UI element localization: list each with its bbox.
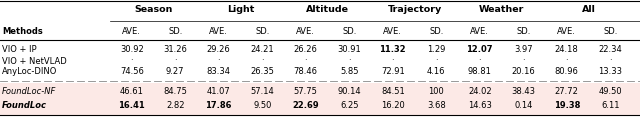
Text: 9.50: 9.50 [253,100,271,109]
Text: 57.75: 57.75 [294,88,317,97]
Text: VIO + IP: VIO + IP [2,45,36,55]
Text: Season: Season [134,6,173,14]
Text: FoundLoc: FoundLoc [2,100,47,109]
Text: 6.25: 6.25 [340,100,358,109]
Text: FoundLoc-NF: FoundLoc-NF [2,88,56,97]
Bar [0,83,640,115]
Text: ·: · [131,56,133,66]
Text: SD.: SD. [255,26,269,35]
Text: 3.68: 3.68 [427,100,445,109]
Text: AVE.: AVE. [470,26,489,35]
Text: 22.69: 22.69 [292,100,319,109]
Text: 14.63: 14.63 [468,100,492,109]
Text: 16.20: 16.20 [381,100,404,109]
Text: SD.: SD. [168,26,182,35]
Text: 84.75: 84.75 [163,88,187,97]
Text: ·: · [435,56,438,66]
Text: ·: · [479,56,481,66]
Text: ·: · [261,56,264,66]
Text: Weather: Weather [479,6,524,14]
Text: 17.86: 17.86 [205,100,232,109]
Text: Light: Light [227,6,254,14]
Text: 11.32: 11.32 [380,45,406,55]
Text: ·: · [609,56,612,66]
Text: 19.38: 19.38 [554,100,580,109]
Text: 6.11: 6.11 [601,100,620,109]
Text: 49.50: 49.50 [598,88,622,97]
Text: SD.: SD. [516,26,531,35]
Text: 90.14: 90.14 [337,88,361,97]
Text: 26.35: 26.35 [250,67,274,76]
Text: AVE.: AVE. [557,26,576,35]
Text: AVE.: AVE. [383,26,402,35]
Text: All: All [582,6,595,14]
Text: SD.: SD. [342,26,356,35]
Text: 26.26: 26.26 [294,45,317,55]
Text: 24.21: 24.21 [250,45,274,55]
Text: ·: · [392,56,394,66]
Text: ·: · [565,56,568,66]
Text: 3.97: 3.97 [514,45,532,55]
Text: 72.91: 72.91 [381,67,404,76]
Text: ·: · [174,56,177,66]
Text: ·: · [218,56,220,66]
Text: 78.46: 78.46 [294,67,317,76]
Text: 1.29: 1.29 [427,45,445,55]
Text: 24.02: 24.02 [468,88,492,97]
Text: 98.81: 98.81 [468,67,492,76]
Text: 38.43: 38.43 [511,88,535,97]
Text: ·: · [522,56,525,66]
Text: 24.18: 24.18 [555,45,579,55]
Text: Trajectory: Trajectory [387,6,442,14]
Text: 20.16: 20.16 [511,67,535,76]
Text: 84.51: 84.51 [381,88,404,97]
Text: AVE.: AVE. [209,26,228,35]
Text: 5.85: 5.85 [340,67,358,76]
Text: 100: 100 [428,88,444,97]
Text: 13.33: 13.33 [598,67,622,76]
Text: AVE.: AVE. [296,26,315,35]
Text: 30.92: 30.92 [120,45,143,55]
Text: 16.41: 16.41 [118,100,145,109]
Text: VIO + NetVLAD: VIO + NetVLAD [2,56,67,66]
Text: SD.: SD. [603,26,618,35]
Text: ·: · [305,56,307,66]
Text: 2.82: 2.82 [166,100,184,109]
Text: 31.26: 31.26 [163,45,187,55]
Text: AVE.: AVE. [122,26,141,35]
Text: 22.34: 22.34 [598,45,622,55]
Text: 46.61: 46.61 [120,88,144,97]
Text: 83.34: 83.34 [207,67,231,76]
Text: AnyLoc-DINO: AnyLoc-DINO [2,67,58,76]
Text: 0.14: 0.14 [514,100,532,109]
Text: 57.14: 57.14 [250,88,274,97]
Text: 29.26: 29.26 [207,45,230,55]
Text: 27.72: 27.72 [555,88,579,97]
Text: 41.07: 41.07 [207,88,230,97]
Text: 74.56: 74.56 [120,67,144,76]
Text: SD.: SD. [429,26,444,35]
Text: 12.07: 12.07 [467,45,493,55]
Text: 30.91: 30.91 [337,45,361,55]
Text: 80.96: 80.96 [555,67,579,76]
Text: Methods: Methods [2,26,43,35]
Text: 9.27: 9.27 [166,67,184,76]
Text: 4.16: 4.16 [427,67,445,76]
Text: Altitude: Altitude [306,6,349,14]
Text: ·: · [348,56,351,66]
